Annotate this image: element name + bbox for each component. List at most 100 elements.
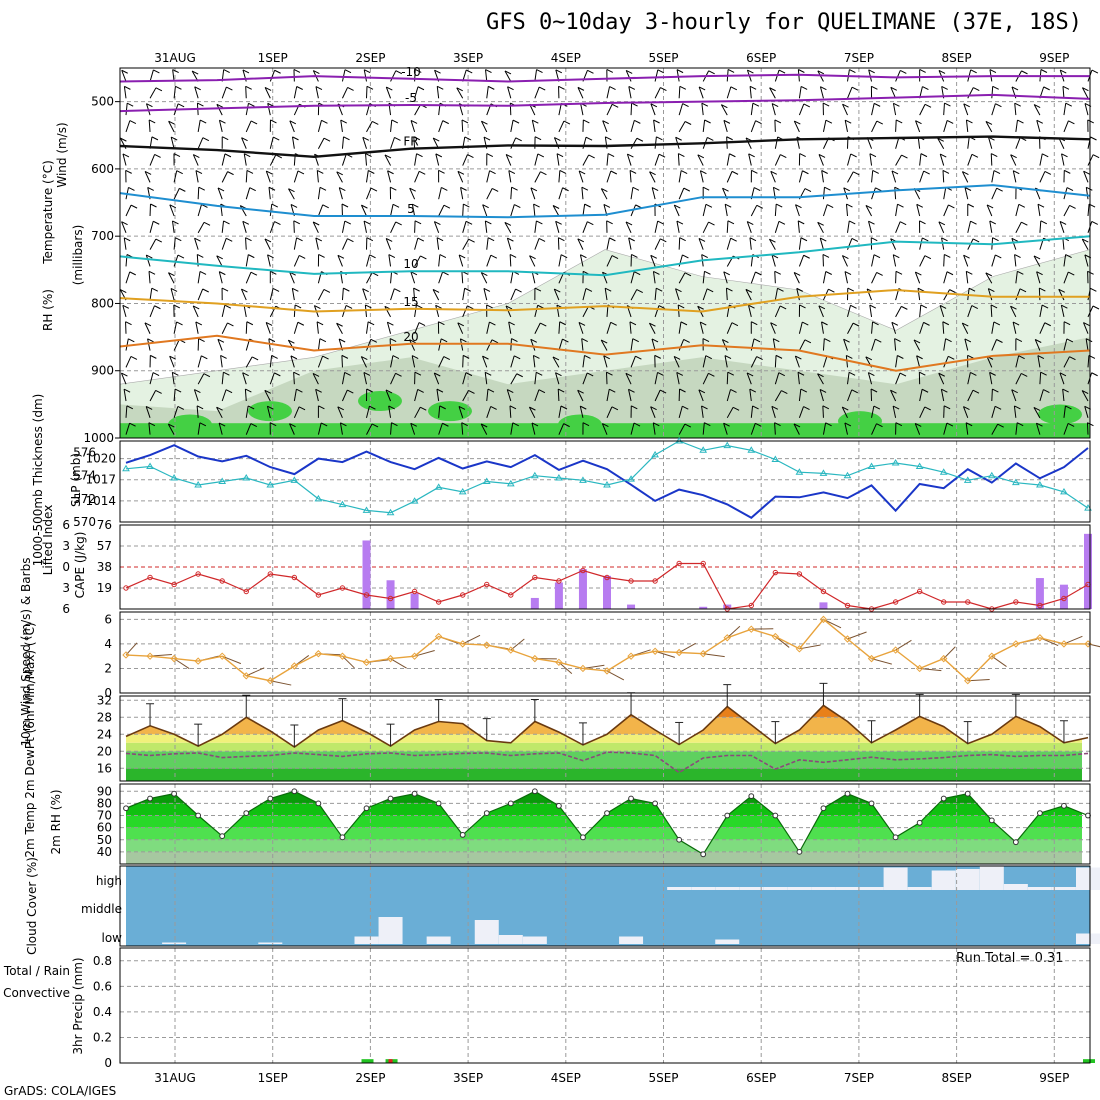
wind-barb-flag <box>588 154 595 159</box>
thickness-marker <box>891 459 900 466</box>
wind-barb-flag <box>488 85 495 90</box>
wind-barb <box>890 87 897 99</box>
wind-barb-flag <box>843 187 850 192</box>
wind-barb <box>1063 423 1069 435</box>
li-marker <box>556 578 562 584</box>
wind-barb <box>245 86 247 99</box>
wind-barb <box>654 288 657 301</box>
wind-barb-flag <box>1018 203 1025 208</box>
cloud-bar-high <box>931 870 956 890</box>
wind-barb <box>774 355 777 368</box>
wind-barb-flag <box>199 119 207 124</box>
temp-color-band <box>126 734 1082 743</box>
wind-barb-flag <box>440 338 448 343</box>
wind-barb <box>217 339 223 351</box>
wind-barb <box>532 355 536 368</box>
wind-barb <box>221 305 226 318</box>
wind-barb <box>265 170 271 183</box>
wind-barb-flag <box>1083 322 1090 327</box>
wind-barb-flag <box>1065 254 1072 259</box>
wind-barb-flag <box>415 69 422 73</box>
li-marker <box>820 588 827 595</box>
wind-barb <box>194 86 199 99</box>
wind-barb <box>745 137 752 149</box>
wind-barb-flag <box>1090 287 1097 292</box>
wind-barb <box>363 372 367 385</box>
wind-barb <box>654 220 659 233</box>
wind-barb-flag <box>746 372 754 377</box>
wind-speed-marker <box>170 654 178 663</box>
wind-barb <box>438 271 444 284</box>
wind-barb <box>821 170 824 183</box>
wind-barb-flag <box>512 119 520 124</box>
wind-barb <box>366 187 372 200</box>
wind-barb <box>317 422 322 435</box>
wind-barb-flag <box>653 270 660 275</box>
wind-barb-flag <box>657 69 665 74</box>
wind-barb <box>894 187 897 200</box>
chart-title: GFS 0~10day 3-hourly for QUELIMANE (37E,… <box>485 10 1082 35</box>
wind-barb-flag <box>774 422 781 427</box>
wind-barb-flag <box>1011 237 1019 242</box>
wind-barb <box>508 170 512 183</box>
wind-barb <box>293 237 298 250</box>
wind-barb-flag <box>948 355 955 360</box>
wind-barb <box>125 120 131 133</box>
wind-barb <box>651 338 656 351</box>
wind-barb <box>649 171 656 183</box>
wind-barb-flag <box>769 238 776 243</box>
wind-barb-flag <box>890 389 897 394</box>
wind-barb <box>701 103 704 116</box>
wind-barb-flag <box>876 120 884 125</box>
wind-barb-flag <box>921 388 929 393</box>
wind-barb <box>173 86 176 99</box>
wind-barb-flag <box>747 69 754 74</box>
wind-barb <box>796 288 800 301</box>
wind-barb-flag <box>336 171 343 176</box>
wind-barb <box>293 255 300 267</box>
wind-barb-flag <box>266 170 273 175</box>
wind-barb <box>221 86 227 99</box>
wind-barb <box>317 204 324 217</box>
wind-barb-flag <box>241 288 248 293</box>
wind-barb-flag <box>722 339 729 344</box>
wind-barb <box>654 136 657 149</box>
wind-barb <box>534 153 539 166</box>
wind-barb <box>436 237 440 250</box>
wind-barb <box>967 87 974 99</box>
wind-barb <box>847 171 854 183</box>
wind-barb <box>967 305 973 318</box>
wind-barb-flag <box>632 186 640 191</box>
wind-barb-flag <box>869 153 877 158</box>
wind-barb-flag <box>1066 187 1074 192</box>
cloud-frame <box>119 865 1091 947</box>
wind-barb-flag <box>198 186 205 191</box>
wind-barb <box>822 405 824 418</box>
wind-barb <box>774 288 778 301</box>
wind-barb-flag <box>587 221 594 226</box>
wind-barb <box>774 136 779 149</box>
wind-barb-flag <box>1012 321 1020 326</box>
wind-barb <box>288 188 295 200</box>
wind-barb-flag <box>147 338 154 343</box>
wind-barb <box>652 271 656 284</box>
wind-barb-flag <box>818 153 826 158</box>
wind-barb <box>390 137 395 149</box>
wind-barb <box>606 153 609 166</box>
wind-barb-flag <box>150 354 157 359</box>
wind-barb <box>819 237 824 250</box>
wind-barb-flag <box>323 288 331 293</box>
temp-frame <box>119 695 1091 782</box>
wind-barb <box>362 137 367 149</box>
wind-barb-flag <box>340 119 347 124</box>
wind-barb <box>486 86 489 99</box>
wind-barb <box>939 153 945 166</box>
wind-barb <box>510 288 517 301</box>
wind-barb <box>650 103 656 116</box>
wind-barb-flag <box>298 406 306 411</box>
wind-barb-flag <box>315 86 323 90</box>
wind10m-barb <box>510 638 525 651</box>
wind-barb-flag <box>1017 270 1024 275</box>
wind-barb <box>435 153 440 166</box>
wind-barb <box>504 222 512 234</box>
